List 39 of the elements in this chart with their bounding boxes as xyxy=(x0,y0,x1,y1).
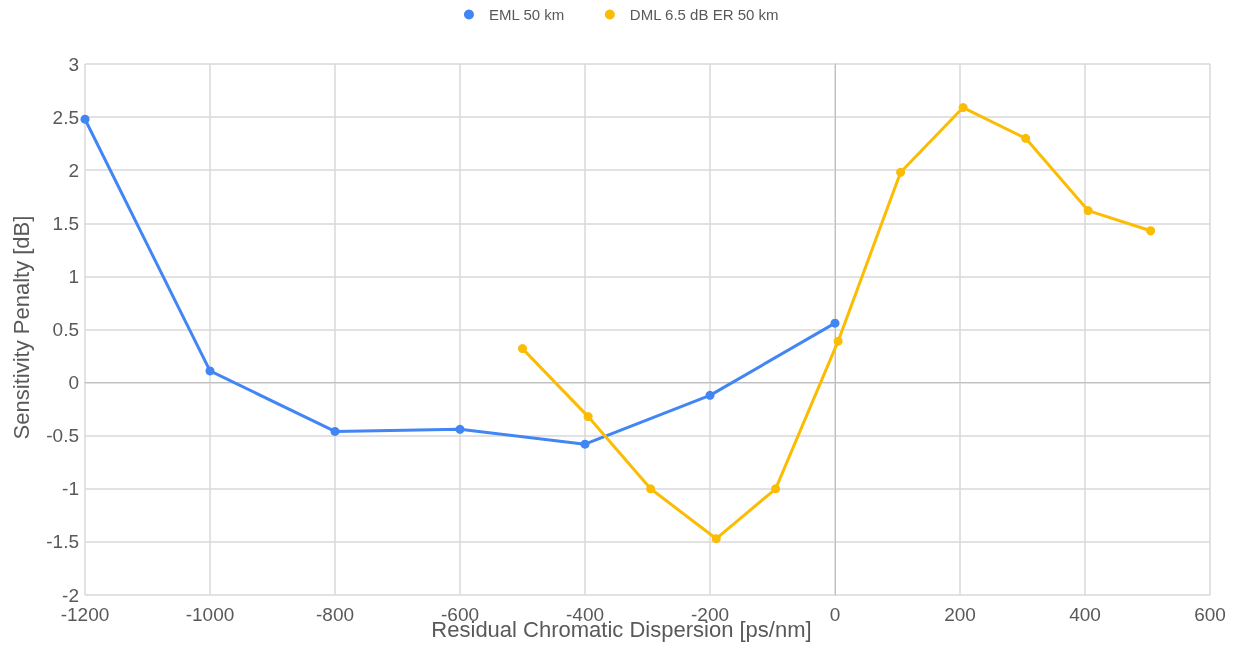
point xyxy=(958,103,968,113)
y-tick-label: 3 xyxy=(68,53,79,75)
point xyxy=(1021,133,1031,143)
y-tick-label: -0.5 xyxy=(46,425,79,447)
point xyxy=(1083,206,1093,216)
y-tick-label: -1 xyxy=(62,478,79,500)
point xyxy=(711,534,721,544)
point xyxy=(1146,226,1156,236)
y-tick-label: -1.5 xyxy=(46,531,79,553)
x-tick-label: -1200 xyxy=(60,604,110,625)
point xyxy=(771,484,781,494)
point xyxy=(705,390,715,400)
point xyxy=(518,344,527,354)
point xyxy=(833,336,843,346)
point xyxy=(80,114,90,124)
y-tick-label: -2 xyxy=(62,584,79,606)
x-tick-label: 200 xyxy=(944,604,976,625)
x-tick-label: -1000 xyxy=(185,604,235,625)
x-tick-label: 600 xyxy=(1194,604,1226,625)
point xyxy=(830,318,840,328)
y-tick-label: 2.5 xyxy=(52,106,79,128)
y-axis-title: Sensitivity Penalty [dB] xyxy=(8,215,34,440)
point xyxy=(896,167,906,177)
point xyxy=(583,412,593,422)
y-tick-label: 1 xyxy=(68,265,79,287)
x-tick-label: 400 xyxy=(1069,604,1101,625)
point xyxy=(205,366,215,376)
point xyxy=(580,439,590,449)
y-tick-label: 2 xyxy=(68,159,79,181)
point xyxy=(646,484,656,494)
legend-label: DML 6.5 dB ER 50 km xyxy=(629,6,779,23)
y-tick-label: 1.5 xyxy=(52,212,79,234)
point xyxy=(455,424,465,434)
x-tick-label: 0 xyxy=(829,604,841,625)
y-tick-label: 0.5 xyxy=(52,319,79,340)
point xyxy=(330,426,340,436)
legend-label: EML 50 km xyxy=(488,6,565,23)
y-tick-label: 0 xyxy=(68,372,79,394)
x-tick-label: -800 xyxy=(315,604,355,625)
